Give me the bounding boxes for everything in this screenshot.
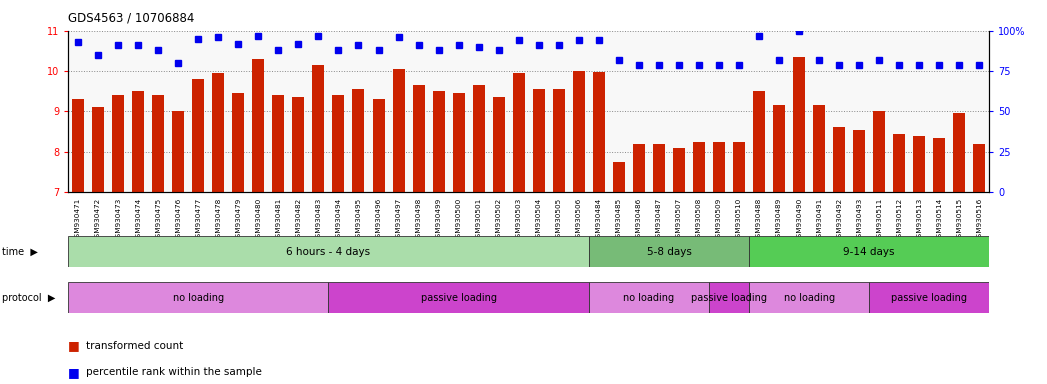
Bar [193, 79, 204, 192]
Bar [913, 136, 926, 192]
Bar [593, 72, 605, 192]
Bar [713, 142, 725, 192]
Bar [632, 144, 645, 192]
Bar [653, 144, 665, 192]
Bar [553, 89, 564, 192]
Bar [833, 127, 845, 192]
Text: ■: ■ [68, 366, 80, 379]
Text: percentile rank within the sample: percentile rank within the sample [86, 367, 262, 377]
Text: passive loading: passive loading [421, 293, 496, 303]
Bar [588, 236, 749, 267]
Bar [533, 89, 544, 192]
Bar [393, 69, 404, 192]
Text: 6 hours - 4 days: 6 hours - 4 days [287, 247, 371, 257]
Bar [749, 236, 989, 267]
Bar [493, 97, 505, 192]
Bar [893, 134, 906, 192]
Text: no loading: no loading [173, 293, 224, 303]
Bar [513, 73, 525, 192]
Bar [794, 57, 805, 192]
Text: 9-14 days: 9-14 days [844, 247, 895, 257]
Bar [213, 73, 224, 192]
Bar [573, 71, 585, 192]
Bar [693, 142, 705, 192]
Text: passive loading: passive loading [691, 293, 767, 303]
Bar [873, 111, 886, 192]
Bar [112, 95, 125, 192]
Text: passive loading: passive loading [891, 293, 967, 303]
Bar [974, 144, 985, 192]
Bar [72, 99, 84, 192]
Bar [68, 236, 588, 267]
Bar [312, 65, 325, 192]
Bar [733, 142, 745, 192]
Text: GDS4563 / 10706884: GDS4563 / 10706884 [68, 12, 195, 25]
Bar [333, 95, 344, 192]
Text: protocol  ▶: protocol ▶ [2, 293, 55, 303]
Bar [432, 91, 445, 192]
Bar [329, 282, 588, 313]
Text: ■: ■ [68, 339, 80, 352]
Bar [252, 59, 264, 192]
Text: no loading: no loading [783, 293, 834, 303]
Text: 5-8 days: 5-8 days [646, 247, 691, 257]
Bar [869, 282, 989, 313]
Bar [749, 282, 869, 313]
Bar [353, 89, 364, 192]
Bar [954, 113, 965, 192]
Bar [773, 105, 785, 192]
Bar [232, 93, 244, 192]
Bar [933, 137, 945, 192]
Bar [612, 162, 625, 192]
Bar [413, 85, 425, 192]
Bar [92, 107, 104, 192]
Bar [68, 282, 329, 313]
Bar [673, 148, 685, 192]
Bar [172, 111, 184, 192]
Bar [292, 97, 305, 192]
Bar [152, 95, 164, 192]
Text: time  ▶: time ▶ [2, 247, 38, 257]
Bar [452, 93, 465, 192]
Bar [853, 129, 865, 192]
Bar [272, 95, 285, 192]
Bar [472, 85, 485, 192]
Bar [373, 99, 384, 192]
Bar [588, 282, 709, 313]
Text: transformed count: transformed count [86, 341, 183, 351]
Bar [814, 105, 825, 192]
Bar [753, 91, 765, 192]
Bar [132, 91, 144, 192]
Text: no loading: no loading [623, 293, 674, 303]
Bar [709, 282, 749, 313]
